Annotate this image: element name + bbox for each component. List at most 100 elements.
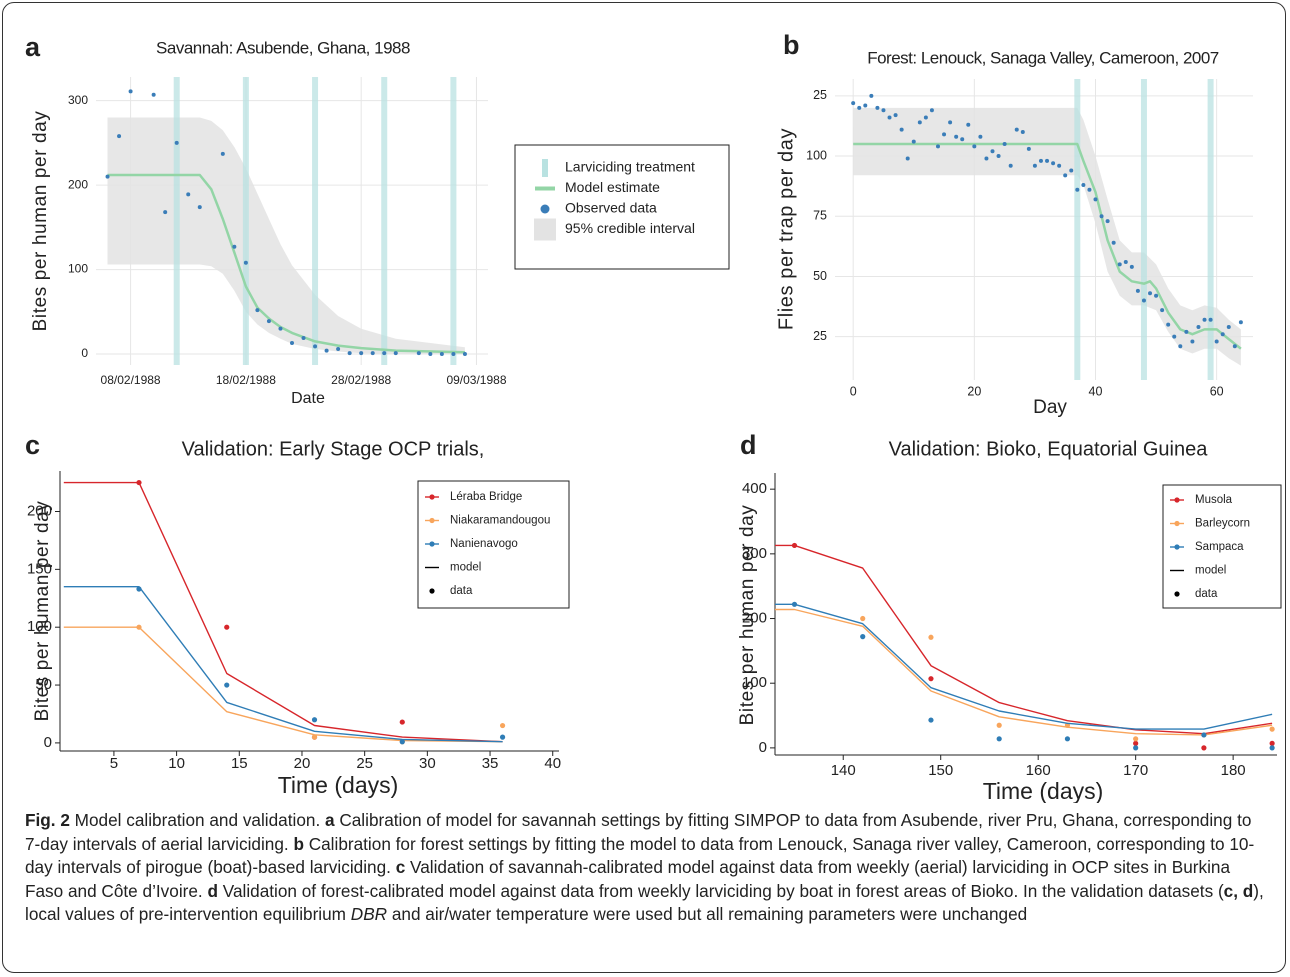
observed-point	[347, 351, 352, 356]
caption-text: Validation of forest-calibrated model ag…	[217, 880, 1224, 901]
observed-point	[1117, 262, 1122, 267]
observed-point	[972, 144, 977, 149]
model-line	[775, 603, 1273, 730]
x-axis-label: Time (days)	[983, 778, 1104, 803]
observed-point	[899, 127, 904, 132]
legend-box	[417, 480, 570, 609]
caption-text: Model calibration and validation.	[69, 810, 325, 830]
legend-swatch	[429, 517, 435, 524]
y-tick-label: 100	[68, 262, 88, 276]
data-point	[860, 634, 866, 640]
legend-label: data	[450, 585, 473, 597]
observed-point	[105, 174, 110, 179]
data-point	[791, 542, 798, 549]
x-tick-label: 09/03/1988	[446, 373, 506, 387]
x-tick-label: 40	[1089, 384, 1103, 398]
x-tick-label: 25	[356, 755, 373, 772]
panel-d: d Validation: Bioko, Equatorial Guinea Bit…	[737, 430, 1282, 803]
caption-label: Fig. 2	[25, 810, 70, 830]
observed-point	[1190, 339, 1195, 344]
y-tick-label: 0	[759, 739, 767, 756]
model-line	[775, 608, 1273, 736]
observed-point	[1178, 344, 1183, 349]
observed-point	[359, 351, 364, 356]
data-point	[224, 682, 230, 688]
observed-point	[1202, 317, 1207, 322]
data-point	[1133, 736, 1139, 742]
observed-point	[923, 115, 928, 120]
legend-swatch	[542, 159, 548, 177]
observed-point	[911, 139, 916, 144]
observed-point	[978, 134, 983, 139]
model-line	[775, 544, 1273, 735]
x-axis-label: Date	[291, 390, 325, 407]
credible-interval	[853, 107, 1241, 366]
observed-point	[857, 105, 862, 110]
caption-panel: c, d	[1223, 880, 1254, 901]
observed-point	[1038, 158, 1043, 163]
y-tick-label: 200	[68, 177, 88, 191]
observed-point	[1002, 142, 1007, 147]
observed-point	[1069, 168, 1074, 173]
observed-point	[990, 149, 995, 154]
x-tick-label: 0	[850, 384, 857, 398]
caption-panel: c	[395, 857, 406, 877]
legend-swatch	[429, 541, 435, 547]
panel-letter: a	[25, 32, 41, 62]
observed-point	[1026, 146, 1031, 151]
y-axis-label: Bites per human per day	[30, 111, 51, 332]
observed-point	[428, 352, 433, 357]
treatment-line	[242, 77, 249, 365]
observed-point	[416, 351, 421, 356]
observed-point	[451, 352, 456, 357]
observed-point	[1141, 298, 1146, 303]
treatment-line	[450, 77, 457, 365]
data-point	[860, 615, 866, 622]
data-point	[1201, 745, 1207, 751]
chart-title: Forest: Lenouck, Sanaga Valley, Cameroon…	[867, 48, 1219, 67]
x-tick-label: 15	[231, 755, 248, 772]
observed-point	[1081, 182, 1086, 187]
data-point	[399, 739, 405, 745]
figure: a Savannah: Asubende, Ghana, 1988 Bites pe…	[25, 30, 1282, 803]
treatment-line	[1207, 79, 1214, 380]
data-point	[311, 717, 318, 723]
y-tick-label: 400	[742, 480, 767, 497]
data-point	[1133, 740, 1139, 746]
observed-point	[1063, 173, 1068, 178]
legend-label: Niakaramandougou	[450, 515, 550, 527]
panel-a: a Savannah: Asubende, Ghana, 1988 Bites pe…	[25, 32, 730, 407]
observed-point	[186, 192, 191, 197]
panel-letter: b	[783, 30, 800, 60]
observed-point	[966, 122, 971, 127]
observed-point	[887, 115, 892, 120]
x-tick-label: 28/02/1988	[331, 373, 391, 387]
y-tick-label: 0	[44, 734, 52, 751]
x-tick-label: 20	[294, 755, 311, 772]
data-point	[224, 624, 230, 630]
observed-point	[266, 319, 271, 324]
y-tick-label: 100	[806, 148, 827, 162]
observed-point	[905, 156, 910, 161]
y-tick-label: 0	[81, 346, 88, 360]
observed-point	[1123, 260, 1128, 265]
x-tick-label: 18/02/1988	[216, 373, 276, 387]
legend-swatch	[429, 588, 435, 594]
observed-point	[439, 352, 444, 357]
observed-point	[869, 93, 874, 98]
observed-point	[1129, 264, 1134, 269]
data-point	[1201, 732, 1207, 738]
treatment-line	[381, 77, 388, 365]
legend-label: Nanienavogo	[450, 538, 518, 550]
data-point	[1269, 740, 1275, 746]
y-tick-label: 50	[35, 676, 52, 693]
legend-swatch	[1174, 520, 1180, 527]
legend-label: data	[1195, 588, 1218, 600]
data-point	[499, 734, 506, 740]
y-axis-label: Flies per trap per day	[775, 128, 797, 330]
observed-point	[301, 335, 306, 340]
observed-point	[863, 103, 868, 108]
observed-point	[393, 351, 398, 356]
observed-point	[1214, 339, 1219, 344]
observed-point	[1148, 291, 1153, 296]
